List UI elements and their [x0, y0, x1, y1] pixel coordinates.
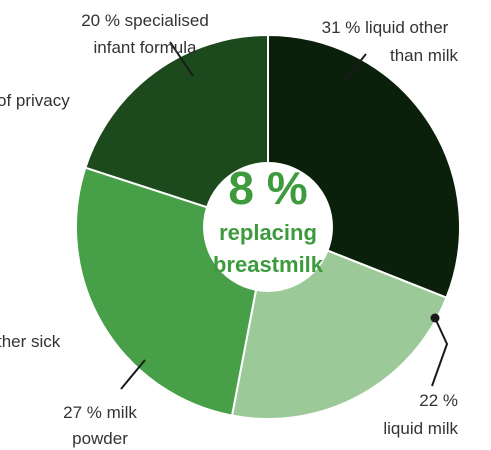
segment-label: than milk — [390, 46, 459, 65]
segment-label: 22 % — [419, 391, 458, 410]
leader-line — [169, 41, 194, 77]
segment-label: 27 % milk — [63, 403, 137, 422]
segment-label: infant formula — [94, 38, 198, 57]
donut-hole — [203, 162, 333, 292]
leader-line — [431, 317, 449, 387]
leader-line — [120, 359, 146, 390]
segment-label: liquid milk — [383, 419, 458, 438]
annotation: ther sick — [0, 332, 61, 351]
leader-line — [344, 53, 367, 81]
center-line: replacing — [219, 220, 317, 245]
segment-label: 20 % specialised — [81, 11, 209, 30]
segment-label: powder — [72, 429, 128, 448]
center-line: breastmilk — [213, 252, 324, 277]
segment-label: 31 % liquid other — [322, 18, 449, 37]
center-headline: 8 % — [228, 162, 307, 214]
donut-segment — [84, 33, 269, 229]
annotation: of privacy — [0, 91, 70, 110]
